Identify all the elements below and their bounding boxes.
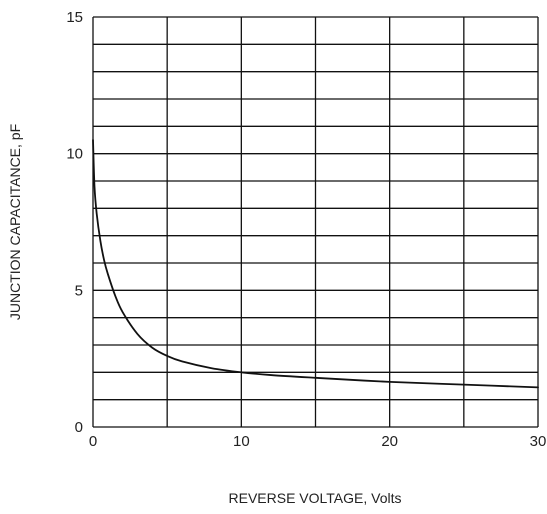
x-tick-label: 0	[89, 433, 97, 450]
y-tick-label: 0	[75, 419, 83, 436]
series-layer	[92, 139, 539, 389]
y-tick-label: 5	[75, 282, 83, 299]
y-tick-label: 10	[66, 146, 83, 163]
capacitance-curve	[92, 139, 539, 389]
x-tick-label: 10	[233, 433, 250, 450]
y-axis-title: JUNCTION CAPACITANCE, pF	[7, 124, 23, 320]
tick-labels: 0 10 20 30 0 5 10 15	[66, 9, 546, 450]
x-tick-label: 20	[381, 433, 398, 450]
y-tick-label: 15	[66, 9, 83, 26]
x-axis-title: REVERSE VOLTAGE, Volts	[229, 490, 402, 506]
x-tick-label: 30	[530, 433, 547, 450]
grid	[92, 16, 539, 428]
